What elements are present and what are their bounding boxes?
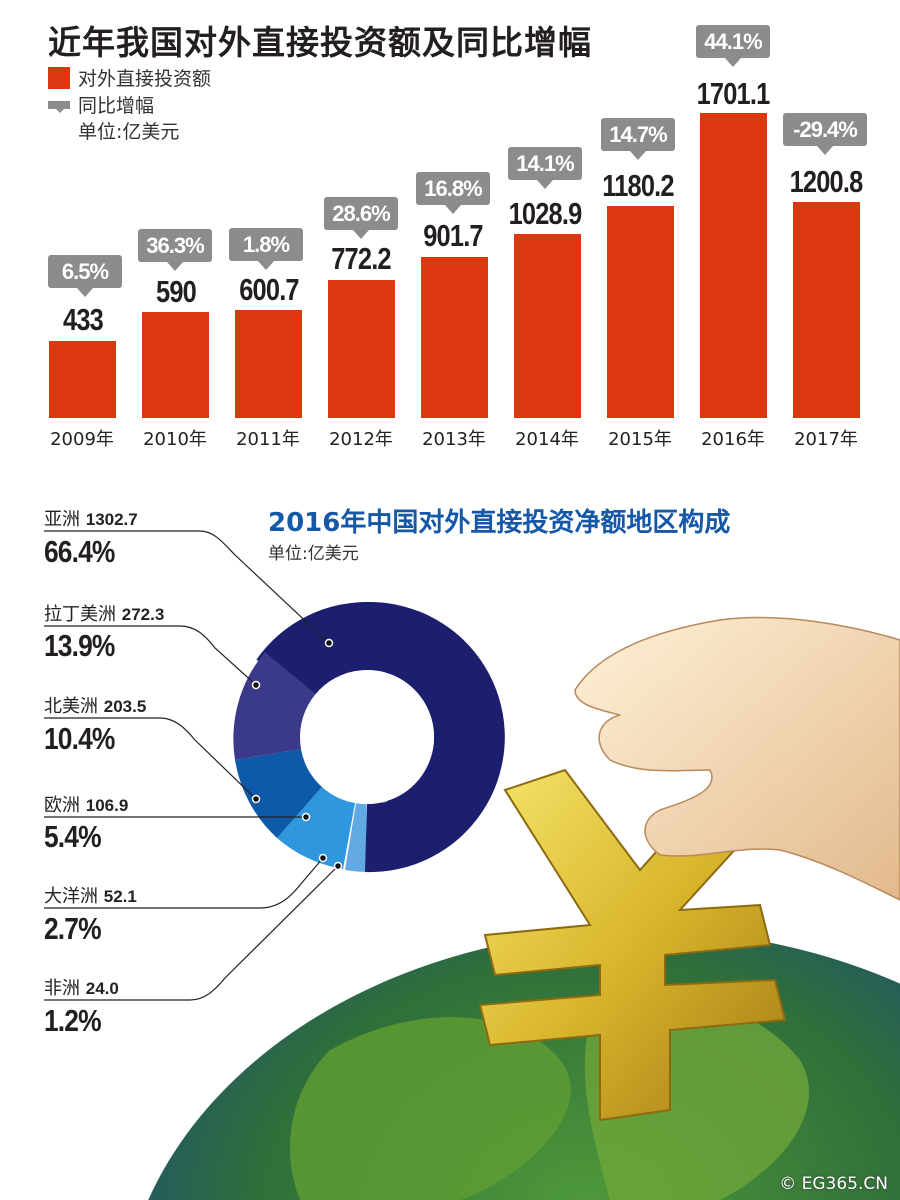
year-label: 2013年 (422, 429, 486, 450)
growth-bubble: 16.8% (416, 172, 490, 214)
growth-bubble: 36.3% (138, 229, 212, 271)
bar-2010 (142, 312, 209, 418)
legend-label: 对外直接投资额 (78, 68, 212, 90)
speech-bubble-icon (48, 100, 70, 113)
growth-bubble: 14.1% (508, 147, 582, 189)
chart-title: 近年我国对外直接投资额及同比增幅 (48, 23, 592, 62)
year-label: 2009年 (50, 429, 114, 450)
bar-2013 (421, 257, 488, 418)
bar-value: 590 (156, 274, 197, 309)
donut-unit-label: 单位:亿美元 (268, 544, 359, 564)
legend-label: 同比增幅 (78, 95, 155, 117)
donut-chart-title: 2016年中国对外直接投资净额地区构成 (268, 508, 731, 538)
growth-bubble: 44.1% (696, 25, 770, 67)
year-label: 2014年 (515, 429, 579, 450)
year-label: 2016年 (701, 429, 765, 450)
region-label-asia: 亚洲 1302.7 (44, 509, 138, 530)
year-label: 2010年 (143, 429, 207, 450)
bar-2011 (235, 310, 302, 418)
bar-value: 1701.1 (696, 76, 771, 111)
growth-bubble: 14.7% (601, 118, 675, 160)
bar-value: 1028.9 (508, 196, 583, 231)
donut-segment-latin-america (233, 652, 317, 760)
bar-2012 (328, 280, 395, 418)
bar-2014 (514, 234, 581, 418)
bar-2009 (49, 341, 116, 418)
legend-item-investment: 对外直接投资额 (48, 64, 211, 91)
bar-value: 433 (63, 302, 104, 337)
region-pct-north-america: 10.4% (44, 721, 115, 756)
region-label-north-america: 北美洲 203.5 (44, 696, 147, 717)
donut-segment-oceania (345, 803, 367, 872)
watermark: © EG365.CN (779, 1174, 888, 1194)
growth-bubble: -29.4% (783, 113, 867, 155)
bar-2015 (607, 206, 674, 418)
bar-value: 901.7 (423, 218, 483, 253)
year-label: 2015年 (608, 429, 672, 450)
donut-segment-europe (277, 787, 355, 869)
bar-2016 (700, 113, 767, 418)
year-label: 2011年 (236, 429, 300, 450)
region-pct-africa: 1.2% (44, 1003, 102, 1038)
growth-bubble: 28.6% (324, 197, 398, 239)
red-square-icon (48, 66, 70, 89)
bar-value: 1180.2 (602, 168, 674, 203)
region-pct-asia: 66.4% (44, 534, 115, 569)
legend-item-growth: 同比增幅 (48, 91, 154, 118)
leader-dots (251, 638, 343, 871)
bar-2017 (793, 202, 860, 418)
unit-label: 单位:亿美元 (78, 121, 180, 143)
bar-value: 600.7 (239, 272, 299, 307)
donut-segment-north-america (235, 749, 322, 838)
bar-value: 1200.8 (789, 164, 864, 199)
hand-icon (574, 616, 900, 901)
growth-bubble: 1.8% (229, 228, 303, 270)
region-pct-oceania: 2.7% (44, 911, 102, 946)
region-label-latin-america: 拉丁美洲 272.3 (44, 604, 165, 625)
bar-value: 772.2 (331, 241, 391, 276)
year-label: 2017年 (794, 429, 858, 450)
region-label-oceania: 大洋洲 52.1 (44, 886, 137, 907)
leader-lines (44, 530, 339, 1001)
year-label: 2012年 (329, 429, 393, 450)
region-label-africa: 非洲 24.0 (44, 978, 119, 999)
region-pct-europe: 5.4% (44, 819, 102, 854)
region-pct-latin-america: 13.9% (44, 628, 115, 663)
region-label-europe: 欧洲 106.9 (44, 795, 129, 816)
growth-bubble: 6.5% (48, 255, 122, 297)
